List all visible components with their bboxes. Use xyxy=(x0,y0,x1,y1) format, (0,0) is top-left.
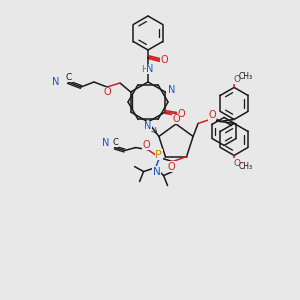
Text: O: O xyxy=(160,55,168,65)
Text: P: P xyxy=(155,150,162,160)
Text: O: O xyxy=(234,75,241,84)
Text: O: O xyxy=(208,110,216,120)
Text: O: O xyxy=(178,109,185,119)
Text: O: O xyxy=(168,162,176,172)
Text: H: H xyxy=(141,64,147,74)
Text: N: N xyxy=(146,64,154,74)
Text: O: O xyxy=(234,159,241,168)
Text: O: O xyxy=(103,87,111,97)
Text: N: N xyxy=(52,77,60,87)
Text: CH₃: CH₃ xyxy=(239,72,253,81)
Text: N: N xyxy=(153,167,160,177)
Text: N: N xyxy=(168,85,175,95)
Text: C: C xyxy=(112,138,118,147)
Text: O: O xyxy=(143,140,150,150)
Text: N: N xyxy=(144,121,152,131)
Text: C: C xyxy=(66,73,72,82)
Text: O: O xyxy=(172,114,180,124)
Text: CH₃: CH₃ xyxy=(239,162,253,171)
Text: N: N xyxy=(102,138,109,148)
